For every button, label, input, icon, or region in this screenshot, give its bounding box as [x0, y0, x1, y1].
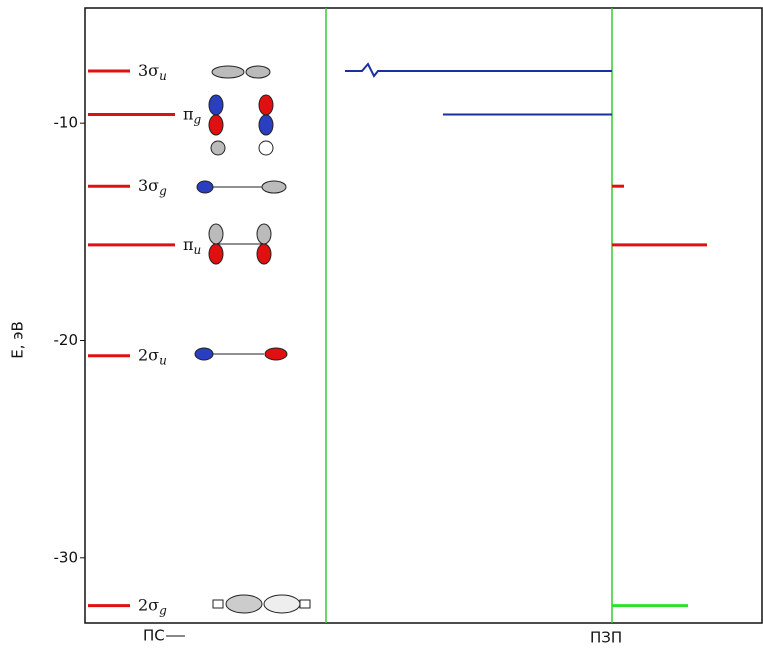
y-axis-label: E, эВ — [9, 321, 27, 359]
y-tick-label: -20 — [54, 331, 79, 349]
x-label: ПЗП — [590, 629, 622, 647]
level-sub: g — [159, 603, 167, 617]
level-sub: u — [159, 353, 167, 367]
level-name: π — [183, 234, 194, 253]
level-sub: g — [194, 112, 202, 126]
y-tick-label: -10 — [54, 114, 79, 132]
level-name: 2σ — [138, 595, 159, 614]
level-sub: u — [159, 69, 167, 83]
plot-frame — [84, 7, 763, 624]
orbital-icons — [194, 65, 311, 614]
level-name: 3σ — [138, 176, 159, 195]
level-name: 2σ — [138, 345, 159, 364]
level-label: 2σu — [138, 345, 167, 367]
right-level — [345, 62, 612, 78]
level-sub: u — [194, 242, 202, 256]
level-name: 3σ — [138, 61, 159, 80]
y-tick-label: -30 — [54, 548, 79, 566]
level-name: π — [183, 104, 194, 123]
level-label: 2σg — [138, 595, 167, 617]
x-label: ПС — [143, 627, 165, 645]
level-label: πu — [183, 234, 201, 256]
level-sub: g — [159, 184, 167, 198]
level-label: 3σg — [138, 176, 167, 198]
level-label: πg — [183, 104, 202, 126]
level-label: 3σu — [138, 61, 167, 83]
